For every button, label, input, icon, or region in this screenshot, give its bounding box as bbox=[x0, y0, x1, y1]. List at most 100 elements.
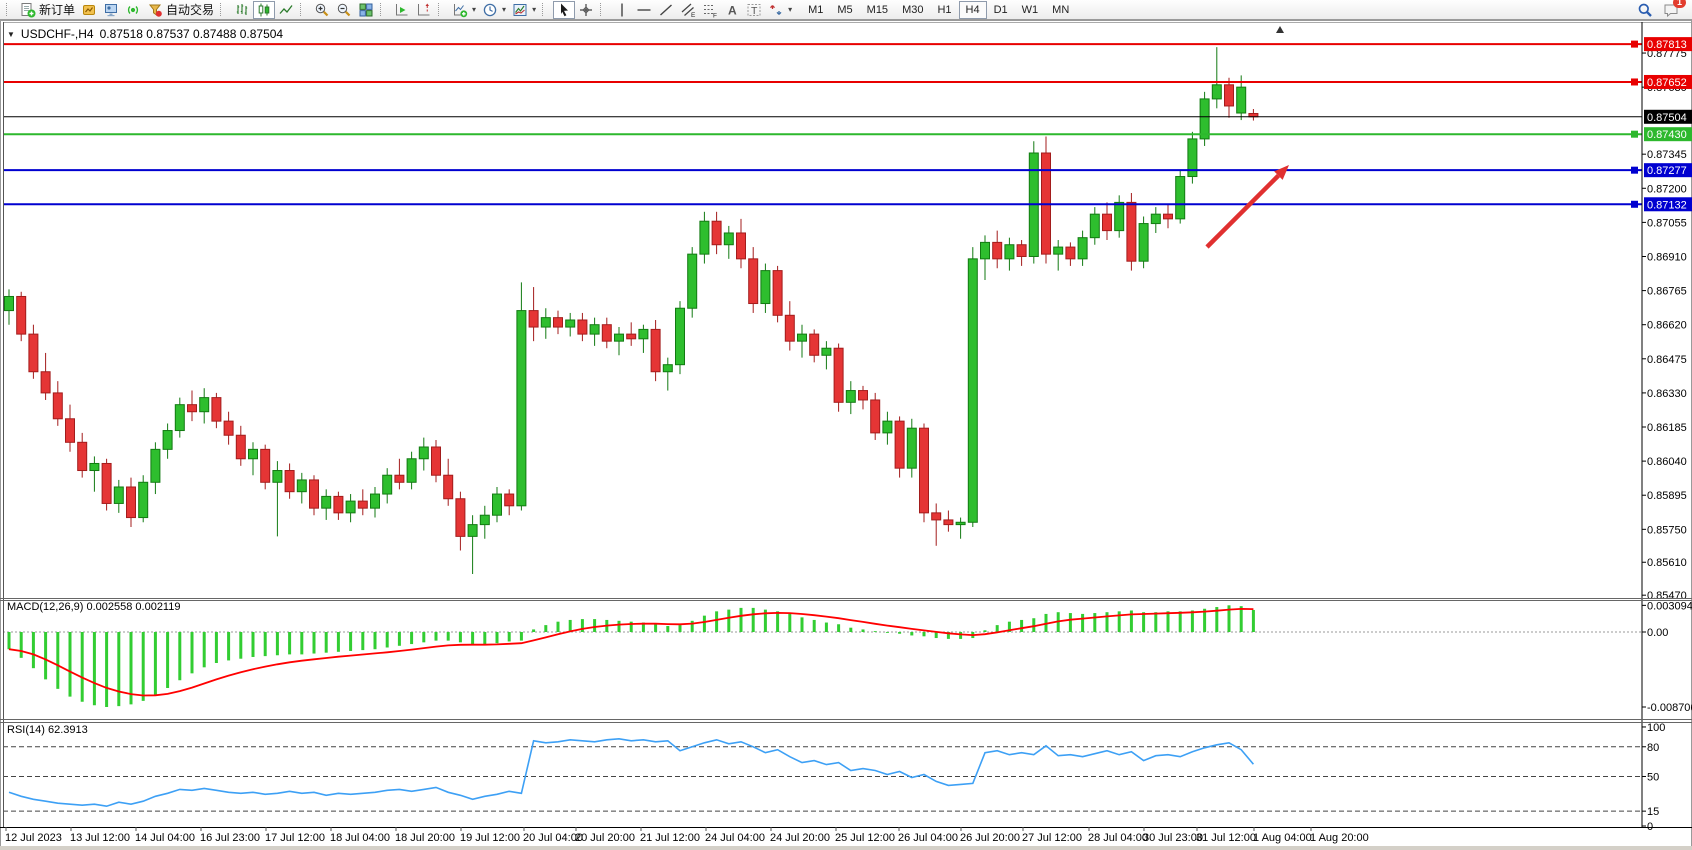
notifications-button[interactable]: 1 bbox=[1663, 0, 1686, 18]
candle-body bbox=[821, 347, 832, 356]
candlestick-chart-button[interactable] bbox=[253, 0, 276, 19]
timeframe-M30[interactable]: M30 bbox=[902, 3, 924, 16]
new-order-button[interactable]: 新订单 bbox=[17, 1, 78, 19]
candle-body bbox=[479, 514, 490, 526]
trendline-tool[interactable] bbox=[655, 1, 677, 19]
chart-canvas[interactable]: 0.877750.876300.873450.872000.870550.869… bbox=[0, 20, 1692, 850]
candle-body bbox=[382, 474, 393, 495]
indicators-button[interactable]: ▾ bbox=[449, 1, 479, 19]
chart-shift-icon bbox=[418, 3, 430, 15]
zoom-out-button[interactable] bbox=[333, 1, 355, 19]
cursor-button[interactable] bbox=[553, 0, 576, 19]
terminal-icon bbox=[105, 3, 118, 16]
candle-body bbox=[711, 220, 722, 246]
svg-text:18 Jul 04:00: 18 Jul 04:00 bbox=[330, 832, 390, 844]
timeframe-W1[interactable]: W1 bbox=[1021, 3, 1039, 16]
candle-body bbox=[1004, 244, 1015, 260]
auto-scroll-button[interactable] bbox=[391, 1, 413, 19]
vertical-line-icon bbox=[621, 3, 623, 16]
toolbar-grip[interactable] bbox=[300, 3, 307, 16]
timeframe-MN[interactable]: MN bbox=[1052, 3, 1070, 16]
candle-body bbox=[16, 295, 27, 335]
line-handle[interactable] bbox=[1631, 130, 1638, 138]
candle-body bbox=[394, 474, 405, 483]
crosshair-button[interactable] bbox=[575, 1, 597, 19]
text-tool[interactable]: A bbox=[721, 1, 743, 19]
toolbar-grip[interactable] bbox=[542, 3, 549, 16]
toolbar-grip[interactable] bbox=[220, 3, 227, 16]
toolbar-grip[interactable] bbox=[438, 3, 445, 16]
toolbar-grip[interactable] bbox=[600, 3, 607, 16]
tile-windows-button[interactable] bbox=[355, 1, 377, 19]
svg-text:0.87430: 0.87430 bbox=[1647, 129, 1687, 141]
toolbar-grip[interactable] bbox=[6, 3, 13, 16]
arrows-tool[interactable]: ▾ bbox=[765, 1, 795, 19]
candle-body bbox=[650, 328, 661, 373]
channel-tool[interactable]: E bbox=[677, 1, 699, 19]
horizontal-line-tool[interactable] bbox=[633, 1, 655, 19]
candle-body bbox=[662, 364, 673, 373]
bar-chart-button[interactable] bbox=[231, 1, 253, 19]
timeframe-D1[interactable]: D1 bbox=[993, 3, 1008, 16]
candle-body bbox=[345, 500, 356, 514]
timeframe-H4[interactable]: H4 bbox=[958, 0, 987, 19]
fibonacci-tool[interactable]: F bbox=[699, 1, 721, 19]
candle-body bbox=[967, 258, 978, 523]
charts-button[interactable] bbox=[78, 1, 100, 19]
timeframe-M5[interactable]: M5 bbox=[837, 3, 853, 16]
candle-body bbox=[113, 486, 124, 504]
toolbar-grip[interactable] bbox=[380, 3, 387, 16]
candle-body bbox=[955, 521, 966, 526]
candle-body bbox=[89, 462, 100, 472]
chart-shift-marker[interactable] bbox=[1276, 26, 1284, 33]
periods-button[interactable]: ▾ bbox=[479, 1, 509, 19]
svg-text:21 Jul 12:00: 21 Jul 12:00 bbox=[640, 832, 700, 844]
svg-text:16 Jul 23:00: 16 Jul 23:00 bbox=[200, 832, 260, 844]
zoom-in-button[interactable] bbox=[311, 1, 333, 19]
chart-shift-button[interactable] bbox=[413, 1, 435, 19]
svg-text:25 Jul 12:00: 25 Jul 12:00 bbox=[835, 832, 895, 844]
text-label-tool[interactable]: T bbox=[743, 1, 765, 19]
horizontal-lines[interactable] bbox=[3, 40, 1642, 208]
signals-button[interactable] bbox=[122, 1, 144, 19]
chart-title-row: ▼ USDCHF-,H4 0.87518 0.87537 0.87488 0.8… bbox=[7, 27, 283, 41]
timeframe-H1[interactable]: H1 bbox=[937, 3, 952, 16]
clock-icon bbox=[483, 3, 497, 16]
candle-body bbox=[601, 324, 612, 342]
cursor-icon bbox=[561, 3, 569, 16]
one-click-trading-toggle[interactable]: ▼ bbox=[7, 29, 15, 39]
candle-body bbox=[931, 512, 942, 521]
candle-body bbox=[833, 347, 844, 403]
toolbar-right: 1 bbox=[1637, 0, 1689, 18]
candle-body bbox=[1114, 201, 1125, 232]
vertical-line-tool[interactable] bbox=[611, 1, 633, 19]
line-handle[interactable] bbox=[1631, 200, 1638, 208]
trend-arrow[interactable] bbox=[1205, 165, 1289, 249]
svg-text:A: A bbox=[728, 3, 737, 17]
candle-body bbox=[1089, 213, 1100, 239]
indicators-icon bbox=[454, 3, 468, 17]
time-axis[interactable]: 12 Jul 2023 13 Jul 12:00 14 Jul 04:00 16 Ju… bbox=[5, 827, 1369, 844]
svg-text:14 Jul 04:00: 14 Jul 04:00 bbox=[135, 832, 195, 844]
svg-text:28 Jul 04:00: 28 Jul 04:00 bbox=[1088, 832, 1148, 844]
candle-body bbox=[199, 397, 210, 413]
timeframe-M15[interactable]: M15 bbox=[866, 3, 889, 16]
svg-text:0.86330: 0.86330 bbox=[1647, 388, 1687, 400]
line-handle[interactable] bbox=[1631, 166, 1638, 174]
timeframe-M1[interactable]: M1 bbox=[808, 3, 824, 16]
candle-body bbox=[1224, 84, 1234, 107]
candle-body bbox=[943, 519, 954, 526]
line-handle[interactable] bbox=[1631, 40, 1638, 48]
templates-button[interactable]: ▾ bbox=[509, 1, 539, 19]
candle-body bbox=[870, 399, 881, 434]
svg-text:17 Jul 12:00: 17 Jul 12:00 bbox=[265, 832, 325, 844]
svg-text:0.86620: 0.86620 bbox=[1647, 320, 1687, 332]
candle-body bbox=[150, 448, 161, 483]
search-icon[interactable] bbox=[1637, 2, 1653, 18]
notification-badge: 1 bbox=[1672, 0, 1686, 8]
candle-body bbox=[882, 420, 893, 434]
auto-trading-button[interactable]: 自动交易 bbox=[144, 1, 217, 19]
line-handle[interactable] bbox=[1631, 78, 1638, 86]
line-chart-button[interactable] bbox=[275, 1, 297, 19]
terminal-button[interactable] bbox=[100, 1, 122, 19]
